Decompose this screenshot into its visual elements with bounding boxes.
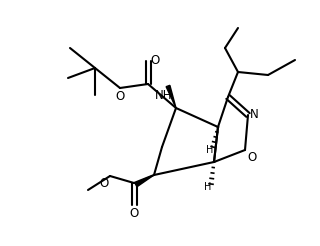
Text: H: H <box>206 145 214 155</box>
Text: O: O <box>247 151 256 164</box>
Polygon shape <box>166 85 176 108</box>
Text: O: O <box>116 90 124 103</box>
Text: H: H <box>204 182 212 192</box>
Text: NH: NH <box>155 89 172 102</box>
Text: O: O <box>129 207 139 220</box>
Text: O: O <box>100 177 109 190</box>
Text: O: O <box>150 55 159 67</box>
Text: N: N <box>250 108 259 122</box>
Polygon shape <box>135 175 154 187</box>
